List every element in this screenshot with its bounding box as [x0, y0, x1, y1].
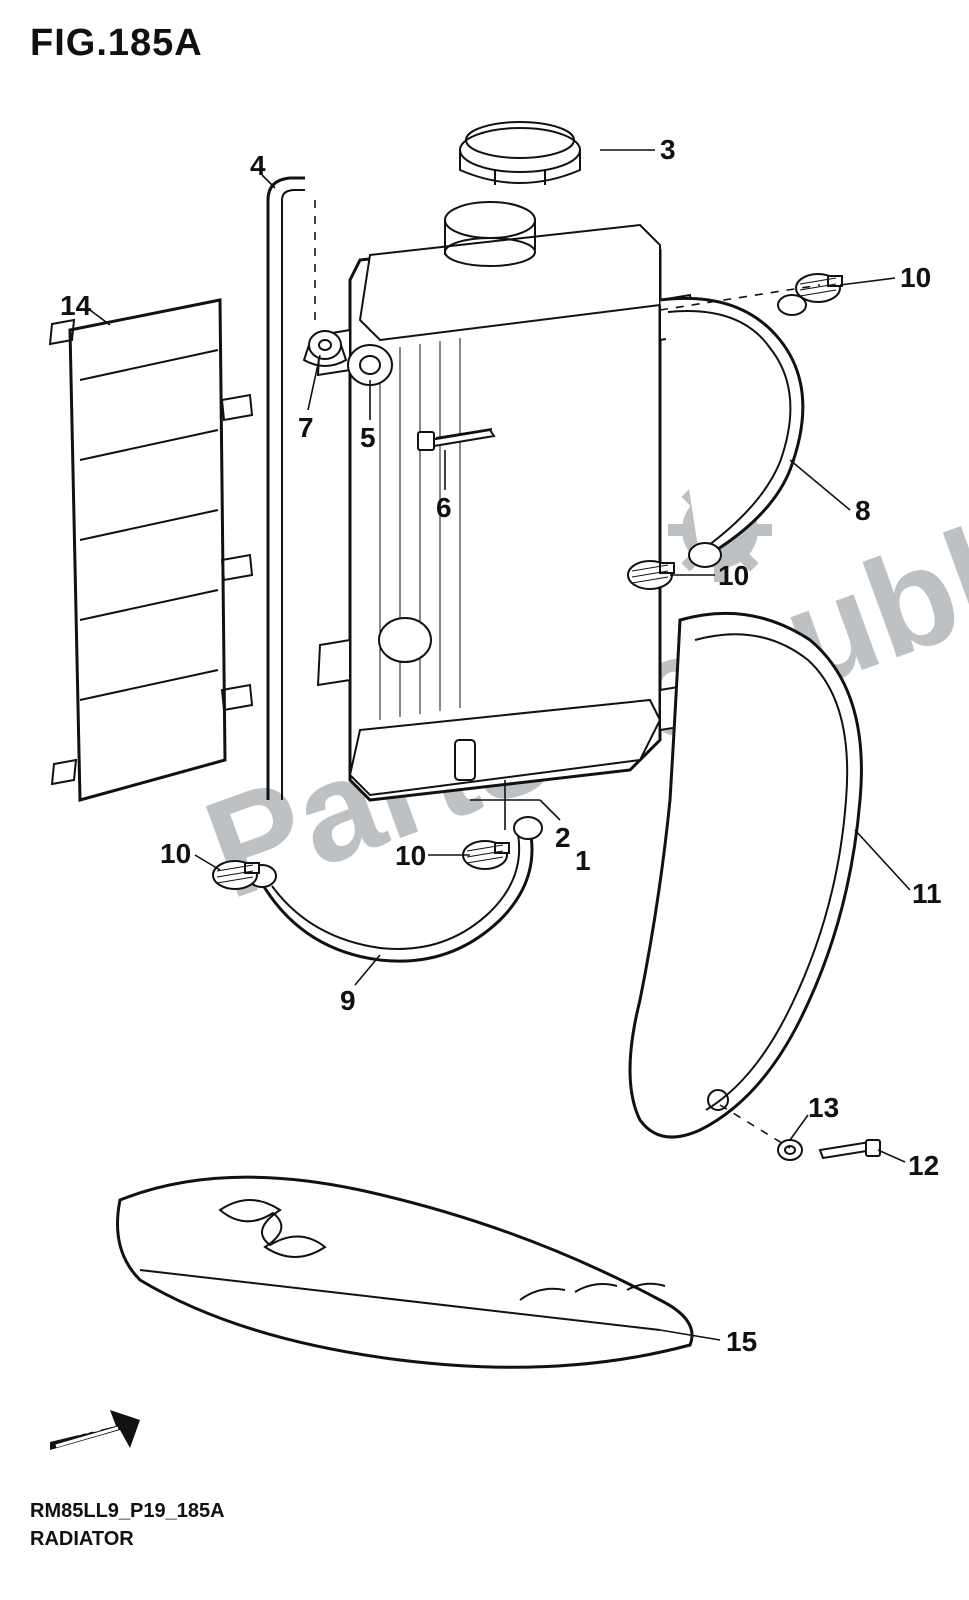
ref-10b: 10: [718, 560, 749, 592]
ref-3: 3: [660, 134, 676, 166]
part-overflow-tube: [268, 178, 305, 800]
ref-10d: 10: [160, 838, 191, 870]
ref-12: 12: [908, 1150, 939, 1182]
part-decal: [118, 1177, 693, 1367]
ref-5: 5: [360, 422, 376, 454]
part-grommet-5: [348, 345, 392, 385]
diagram-svg: PartsRepublik: [0, 0, 969, 1600]
ref-6: 6: [436, 492, 452, 524]
ref-10a: 10: [900, 262, 931, 294]
part-screw-12: [820, 1140, 880, 1158]
ref-15: 15: [726, 1326, 757, 1358]
ref-9: 9: [340, 985, 356, 1017]
part-louver: [50, 300, 252, 800]
part-clamp-10b: [628, 561, 674, 589]
ref-13: 13: [808, 1092, 839, 1124]
ref-8: 8: [855, 495, 871, 527]
ref-7: 7: [298, 412, 314, 444]
ref-14: 14: [60, 290, 91, 322]
ref-10c: 10: [395, 840, 426, 872]
part-clamp-10d: [213, 861, 259, 889]
part-cap: [460, 122, 580, 185]
part-radiator: [318, 202, 692, 800]
ref-1: 1: [575, 845, 591, 877]
ref-2: 2: [555, 822, 571, 854]
part-washer-13: [778, 1140, 802, 1160]
ref-11: 11: [912, 878, 942, 910]
ref-4: 4: [250, 150, 266, 182]
